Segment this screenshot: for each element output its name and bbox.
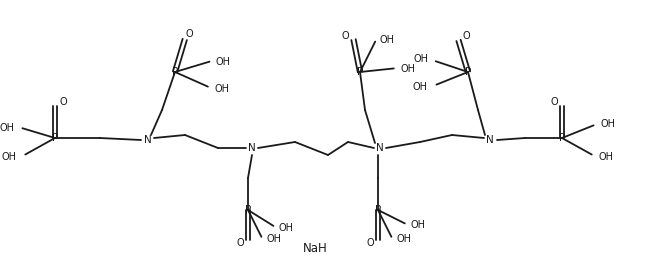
Text: OH: OH [379,35,395,45]
Text: OH: OH [600,119,615,129]
Text: NaH: NaH [303,241,327,254]
Text: P: P [465,67,471,77]
Text: P: P [559,133,565,143]
Text: OH: OH [401,64,415,75]
Text: O: O [186,30,193,40]
Text: OH: OH [214,84,230,93]
Text: OH: OH [397,234,412,244]
Text: O: O [550,97,558,107]
Text: OH: OH [216,57,231,67]
Text: OH: OH [267,234,282,244]
Text: O: O [366,238,374,248]
Text: P: P [245,205,251,215]
Text: N: N [144,135,152,145]
Text: OH: OH [2,151,16,162]
Text: P: P [52,133,58,143]
Text: OH: OH [598,151,613,162]
Text: OH: OH [279,223,294,233]
Text: N: N [376,143,384,153]
Text: OH: OH [0,123,15,133]
Text: O: O [236,238,244,248]
Text: O: O [59,97,67,107]
Text: N: N [486,135,494,145]
Text: OH: OH [413,82,428,92]
Text: P: P [172,67,178,77]
Text: N: N [248,143,256,153]
Text: O: O [463,31,471,41]
Text: OH: OH [413,54,428,64]
Text: P: P [375,205,381,215]
Text: O: O [342,31,349,41]
Text: OH: OH [411,220,425,230]
Text: P: P [357,67,363,77]
